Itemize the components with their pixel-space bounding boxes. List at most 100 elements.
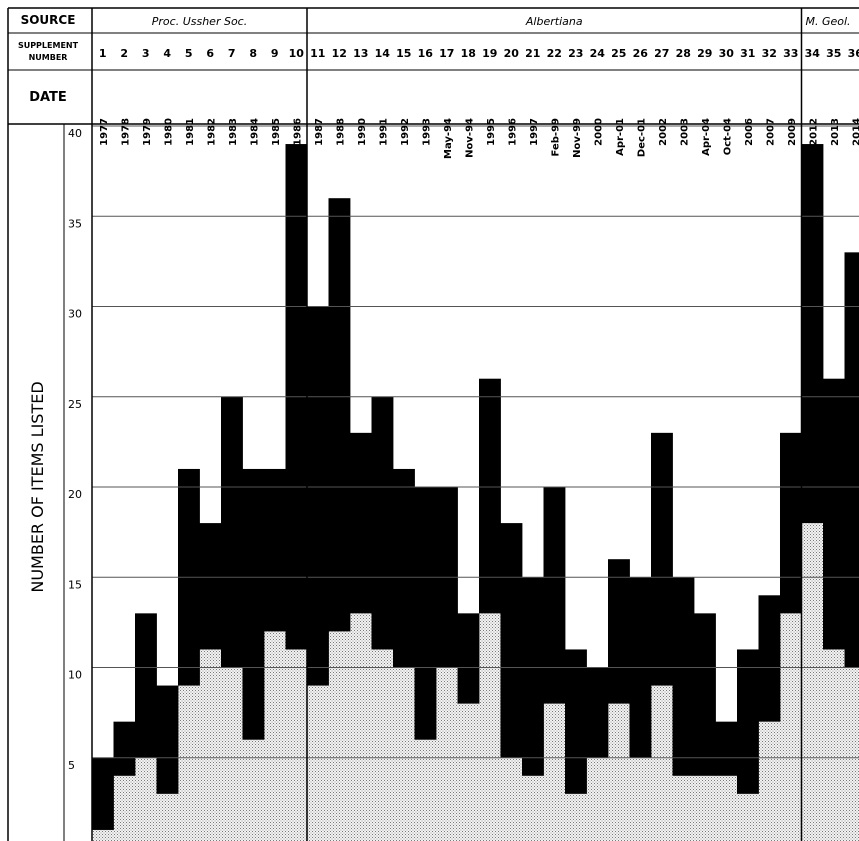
supplement-number: 28 <box>676 47 691 60</box>
supplement-number: 34 <box>805 47 821 60</box>
date-label: Dec-01 <box>636 118 647 157</box>
y-tick-label: 25 <box>68 398 82 411</box>
black-series <box>92 144 859 830</box>
supplement-number: 17 <box>439 47 454 60</box>
date-label: 1977 <box>99 118 110 146</box>
bar-top-23 <box>565 649 587 794</box>
date-label: 1980 <box>163 118 174 146</box>
y-tick-label: 35 <box>68 217 82 230</box>
bar-top-22 <box>543 487 566 704</box>
bar-top-2 <box>113 721 136 776</box>
bar-top-16 <box>414 487 437 740</box>
supplement-number: 4 <box>163 47 171 60</box>
supplement-number: 22 <box>547 47 562 60</box>
bar-base-18 <box>457 703 480 841</box>
bar-top-8 <box>242 468 265 740</box>
bar-top-34 <box>801 144 824 524</box>
bar-top-32 <box>758 595 781 722</box>
date-label: 1984 <box>249 118 260 146</box>
supplement-number: 26 <box>633 47 649 60</box>
bar-base-20 <box>500 757 523 841</box>
date-label: 2002 <box>658 118 669 146</box>
supplement-number: 20 <box>504 47 520 60</box>
bar-base-5 <box>178 685 200 841</box>
supplement-number: 18 <box>461 47 476 60</box>
bar-base-35 <box>823 649 845 841</box>
date-label: Apr-04 <box>701 118 712 156</box>
bar-base-31 <box>737 793 759 841</box>
y-tick-label: 40 <box>68 127 82 140</box>
bar-base-10 <box>285 649 308 841</box>
supplement-number: 23 <box>568 47 583 60</box>
date-label: 1978 <box>120 118 131 146</box>
bar-top-29 <box>694 613 716 776</box>
date-label: 2013 <box>830 118 841 146</box>
y-tick-label: 15 <box>68 578 82 591</box>
source-label: SOURCE <box>21 13 76 27</box>
bar-base-19 <box>479 613 501 841</box>
table-frame <box>7 7 859 841</box>
date-label: 1988 <box>335 118 346 146</box>
date-label: 1982 <box>206 118 217 146</box>
supplement-number: 30 <box>719 47 735 60</box>
supplement-number: 2 <box>120 47 128 60</box>
bar-top-12 <box>328 198 351 632</box>
bar-base-33 <box>780 613 802 841</box>
bar-base-30 <box>715 775 738 841</box>
bar-base-7 <box>221 667 243 841</box>
bar-top-25 <box>608 559 630 704</box>
bar-top-21 <box>522 577 544 776</box>
bar-base-34 <box>801 523 824 841</box>
supplement-number: 10 <box>289 47 305 60</box>
supplement-number: 7 <box>228 47 236 60</box>
date-label: 2000 <box>593 118 604 146</box>
bar-base-2 <box>113 775 136 841</box>
bar-top-20 <box>500 523 523 758</box>
bar-base-23 <box>565 793 587 841</box>
supplement-number: 36 <box>848 47 859 60</box>
bar-base-25 <box>608 703 630 841</box>
bar-base-29 <box>694 775 716 841</box>
supplement-number: 21 <box>525 47 540 60</box>
date-label: 1986 <box>292 118 303 146</box>
bar-top-4 <box>156 685 179 794</box>
bar-top-31 <box>737 649 759 794</box>
date-label: 2003 <box>679 118 690 146</box>
bar-base-8 <box>242 739 265 841</box>
bar-top-27 <box>651 432 673 686</box>
bar-top-1 <box>92 757 114 830</box>
date-label: 1983 <box>228 118 239 146</box>
supplement-number: 25 <box>611 47 626 60</box>
bar-top-35 <box>823 378 845 650</box>
date-label: 1995 <box>486 118 497 146</box>
y-tick-label: 20 <box>68 488 82 501</box>
supplement-number: 14 <box>375 47 391 60</box>
bar-base-26 <box>629 757 652 841</box>
date-label: 2012 <box>808 118 819 146</box>
supplement-number: 27 <box>654 47 669 60</box>
bar-top-18 <box>457 613 480 704</box>
date-label: 2014 <box>851 118 859 146</box>
gridlines <box>92 125 859 759</box>
bar-base-4 <box>156 793 179 841</box>
bar-base-3 <box>135 757 157 841</box>
bar-top-19 <box>479 378 501 614</box>
bar-base-12 <box>328 631 351 841</box>
supplement-number: 19 <box>482 47 497 60</box>
supplement-number: 8 <box>249 47 257 60</box>
supplement-label-line1: SUPPLEMENT <box>18 41 79 50</box>
source-name-0: Proc. Ussher Soc. <box>152 15 247 28</box>
date-label: Nov-99 <box>572 118 583 158</box>
supplement-number: 15 <box>396 47 411 60</box>
supplement-label-line2: NUMBER <box>29 53 68 62</box>
bar-base-27 <box>651 685 673 841</box>
date-label: 1990 <box>357 118 368 146</box>
bar-top-9 <box>264 468 286 632</box>
bar-base-22 <box>543 703 566 841</box>
bar-base-14 <box>371 649 394 841</box>
supplement-number: 24 <box>590 47 606 60</box>
date-label: 2007 <box>765 118 776 146</box>
date-label: Apr-01 <box>615 118 626 156</box>
supplement-number: 16 <box>418 47 434 60</box>
